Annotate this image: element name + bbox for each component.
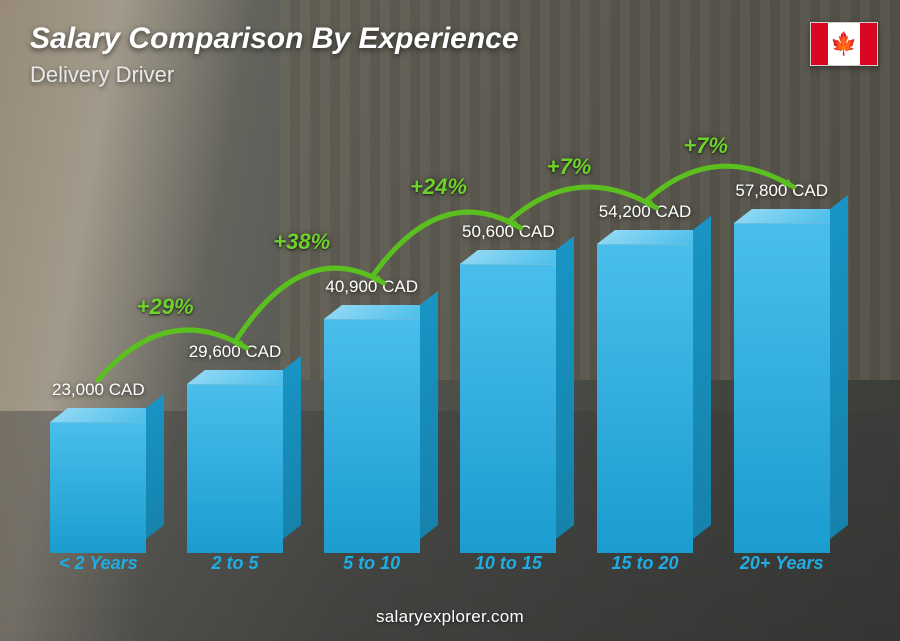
bar (460, 264, 556, 553)
increment-label: +24% (410, 174, 467, 200)
flag-band-left (811, 23, 828, 65)
bar-side (146, 394, 164, 539)
page-title: Salary Comparison By Experience (30, 22, 519, 56)
bar-value-label: 29,600 CAD (189, 342, 282, 362)
increment-label: +7% (683, 133, 728, 159)
bar (734, 223, 830, 553)
bar-front (734, 223, 830, 553)
category-label: 20+ Years (713, 553, 850, 581)
bar-chart: 23,000 CAD 29,600 CAD 40,900 CAD 50,600 CAD… (30, 120, 850, 581)
maple-leaf-icon: 🍁 (828, 23, 860, 65)
bar (50, 422, 146, 553)
increment-label: +29% (137, 294, 194, 320)
bar-slot: 54,200 CAD (577, 120, 714, 553)
bar-front (460, 264, 556, 553)
bar-side (283, 356, 301, 539)
flag-band-right (860, 23, 877, 65)
bar-value-label: 50,600 CAD (462, 222, 555, 242)
bar-value-label: 54,200 CAD (599, 202, 692, 222)
category-label: 10 to 15 (440, 553, 577, 581)
bar-front (50, 422, 146, 553)
bar-front (597, 244, 693, 553)
bar (597, 244, 693, 553)
category-label: 15 to 20 (577, 553, 714, 581)
bar-side (556, 236, 574, 539)
bar-value-label: 40,900 CAD (325, 277, 418, 297)
bar-value-label: 23,000 CAD (52, 380, 145, 400)
bar (187, 384, 283, 553)
bar-front (324, 319, 420, 553)
category-label: 2 to 5 (167, 553, 304, 581)
footer-site: salaryexplorer.com (0, 607, 900, 627)
increment-label: +7% (547, 154, 592, 180)
bar-slot: 23,000 CAD (30, 120, 167, 553)
country-flag: 🍁 (810, 22, 878, 66)
category-label: < 2 Years (30, 553, 167, 581)
bar-value-label: 57,800 CAD (735, 181, 828, 201)
bars-container: 23,000 CAD 29,600 CAD 40,900 CAD 50,600 CAD… (30, 120, 850, 553)
bar-side (830, 195, 848, 539)
increment-label: +38% (273, 229, 330, 255)
page-subtitle: Delivery Driver (30, 62, 174, 88)
infographic-canvas: Salary Comparison By Experience Delivery… (0, 0, 900, 641)
bar (324, 319, 420, 553)
x-labels-container: < 2 Years2 to 55 to 1010 to 1515 to 2020… (30, 553, 850, 581)
bar-side (693, 216, 711, 539)
category-label: 5 to 10 (303, 553, 440, 581)
bar-slot: 57,800 CAD (713, 120, 850, 553)
bar-slot: 29,600 CAD (167, 120, 304, 553)
bar-front (187, 384, 283, 553)
bar-side (420, 291, 438, 539)
